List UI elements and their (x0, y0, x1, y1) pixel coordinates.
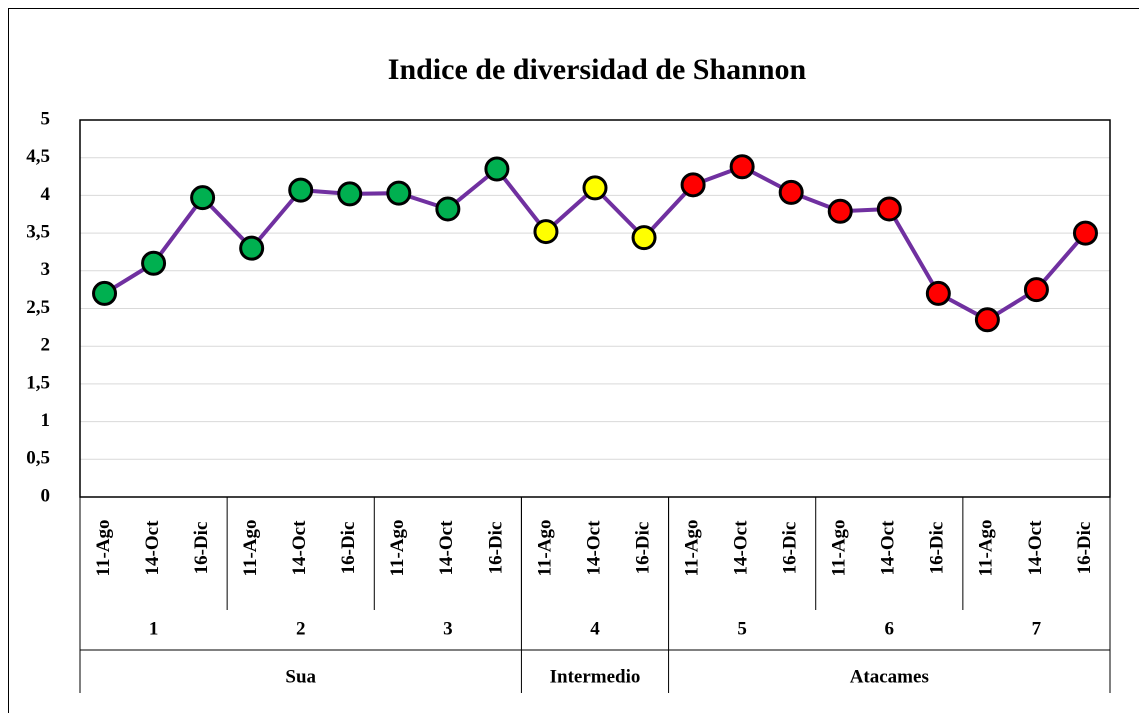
group-label: 3 (443, 618, 453, 639)
marker (778, 179, 804, 205)
x-tick-label: 16-Dic (927, 522, 948, 575)
x-tick-label: 14-Oct (878, 520, 899, 576)
marker (680, 172, 706, 198)
marker (239, 235, 265, 261)
marker (141, 250, 167, 276)
marker (974, 307, 1000, 333)
y-tick-label: 2 (41, 335, 51, 356)
group-label: Atacames (850, 666, 929, 687)
y-tick-label: 1,5 (26, 372, 50, 393)
chart-title: Indice de diversidad de Shannon (388, 53, 807, 86)
x-tick-label: 11-Ago (534, 520, 555, 577)
group-label: 2 (296, 618, 306, 639)
chart-frame (8, 8, 1139, 713)
group-label: 6 (885, 618, 895, 639)
x-tick-label: 14-Oct (583, 520, 604, 576)
group-label: Sua (285, 666, 316, 687)
x-tick-label: 16-Dic (191, 522, 212, 575)
x-tick-label: 11-Ago (93, 520, 114, 577)
y-tick-label: 1 (41, 410, 51, 431)
x-tick-label: 14-Oct (142, 520, 163, 576)
marker (533, 219, 559, 245)
marker (729, 154, 755, 180)
group-label: 4 (590, 618, 600, 639)
group-label: Intermedio (550, 666, 641, 687)
y-tick-label: 0 (41, 485, 51, 506)
x-tick-label: 16-Dic (632, 522, 653, 575)
y-tick-label: 0,5 (26, 448, 50, 469)
x-tick-label: 14-Oct (1025, 520, 1046, 576)
x-tick-label: 16-Dic (1074, 522, 1095, 575)
marker (190, 185, 216, 211)
y-tick-label: 2,5 (26, 297, 50, 318)
marker (484, 156, 510, 182)
x-tick-label: 14-Oct (289, 520, 310, 576)
y-tick-label: 4 (41, 184, 51, 205)
marker (1072, 220, 1098, 246)
marker (288, 177, 314, 203)
marker (1023, 277, 1049, 303)
marker (386, 180, 412, 206)
marker (435, 196, 461, 222)
marker (337, 181, 363, 207)
y-tick-label: 3 (41, 259, 51, 280)
marker (876, 196, 902, 222)
x-tick-label: 11-Ago (681, 520, 702, 577)
marker (827, 198, 853, 224)
x-tick-label: 11-Ago (976, 520, 997, 577)
y-tick-label: 4,5 (26, 146, 50, 167)
y-tick-label: 3,5 (26, 221, 50, 242)
marker (92, 280, 118, 306)
plot-area (79, 119, 1111, 498)
x-tick-label: 16-Dic (338, 522, 359, 575)
x-tick-label: 14-Oct (731, 520, 752, 576)
x-tick-label: 16-Dic (780, 522, 801, 575)
x-tick-label: 11-Ago (387, 520, 408, 577)
group-label: 7 (1032, 618, 1042, 639)
marker (582, 175, 608, 201)
y-tick-label: 5 (41, 108, 51, 129)
x-tick-label: 14-Oct (436, 520, 457, 576)
marker (925, 280, 951, 306)
group-label: 5 (737, 618, 747, 639)
x-tick-label: 11-Ago (829, 520, 850, 577)
x-tick-label: 16-Dic (485, 522, 506, 575)
x-tick-label: 11-Ago (240, 520, 261, 577)
group-label: 1 (149, 618, 159, 639)
marker (631, 225, 657, 251)
